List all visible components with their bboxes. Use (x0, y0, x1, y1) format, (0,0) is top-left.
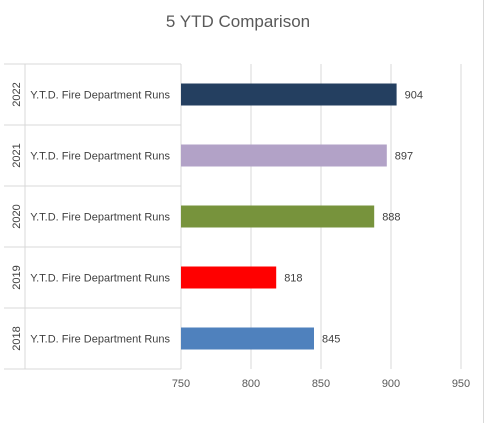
bars (181, 83, 397, 350)
chart-title: 5 YTD Comparison (166, 12, 310, 31)
x-tick-label: 850 (312, 378, 330, 390)
category-label: Y.T.D. Fire Department Runs (30, 334, 170, 346)
category-label: Y.T.D. Fire Department Runs (30, 212, 170, 224)
bar-2020 (181, 205, 375, 228)
x-tick-label: 800 (242, 378, 260, 390)
data-label: 845 (322, 334, 340, 346)
year-label: 2018 (11, 326, 23, 350)
bar-2022 (181, 83, 397, 106)
category-label: Y.T.D. Fire Department Runs (30, 90, 170, 102)
labels: 750 800 850 900 950 904 Y.T.D. Fire Department… (11, 82, 470, 390)
data-label: 888 (382, 212, 400, 224)
year-label: 2022 (11, 82, 23, 106)
x-tick-label: 950 (452, 378, 470, 390)
category-label: Y.T.D. Fire Department Runs (30, 151, 170, 163)
data-label: 904 (405, 90, 423, 102)
year-label: 2020 (11, 204, 23, 228)
bar-2019 (181, 266, 277, 289)
x-tick-label: 750 (172, 378, 190, 390)
data-label: 818 (284, 273, 302, 285)
year-label: 2019 (11, 265, 23, 289)
data-label: 897 (395, 151, 413, 163)
category-label: Y.T.D. Fire Department Runs (30, 273, 170, 285)
year-label: 2021 (11, 143, 23, 167)
bar-2018 (181, 327, 314, 350)
bar-2021 (181, 144, 387, 167)
x-tick-label: 900 (382, 378, 400, 390)
